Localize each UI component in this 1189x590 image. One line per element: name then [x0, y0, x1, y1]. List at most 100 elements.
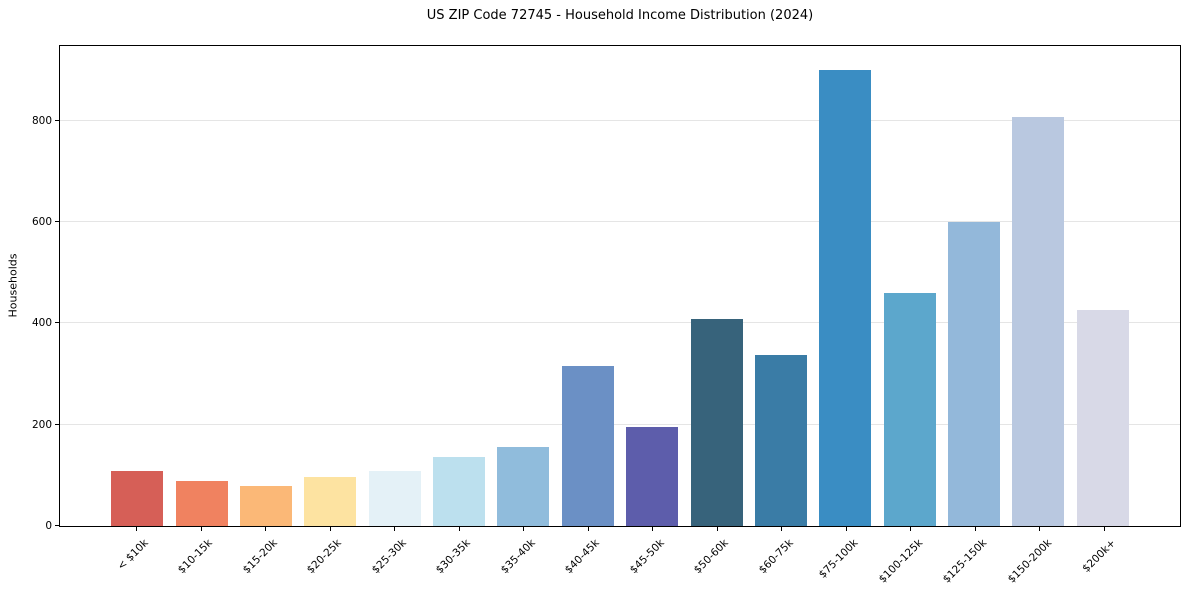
bar-$10-15k — [175, 481, 228, 526]
x-tick-mark — [394, 527, 396, 531]
x-tick-mark — [587, 527, 589, 531]
x-slot: $125-150k — [940, 527, 1008, 589]
bar-$60-75k — [754, 354, 807, 526]
bar-slot — [620, 46, 684, 526]
x-slot: $25-30k — [362, 527, 427, 589]
y-axis-label: Households — [6, 253, 20, 318]
y-tick-mark — [55, 220, 60, 222]
plot-area: 0 200 400 600 800 — [32, 45, 1181, 532]
bar-slot — [684, 46, 748, 526]
x-tick-mark — [652, 527, 654, 531]
x-tick-mark — [200, 527, 202, 531]
bar-$45-50k — [626, 427, 679, 526]
bar-slot — [813, 46, 877, 526]
x-slot: $15-20k — [233, 527, 298, 589]
x-tick-mark — [974, 527, 976, 531]
x-tick-mark — [329, 527, 331, 531]
bar-$35-40k — [497, 447, 550, 526]
bar-slot — [363, 46, 427, 526]
bar-slot — [105, 46, 169, 526]
x-tick-label: $10-15k — [176, 537, 216, 577]
bar-$25-30k — [368, 471, 421, 526]
y-tick-label: 0 — [45, 520, 52, 532]
bar-slot — [1071, 46, 1135, 526]
x-slot: $100-125k — [876, 527, 943, 589]
x-tick-label: $15-20k — [240, 537, 280, 577]
x-slot: $150-200k — [1005, 527, 1072, 589]
x-tick-label: $50-60k — [692, 537, 732, 577]
bar-slot — [427, 46, 491, 526]
x-tick-mark — [1103, 527, 1105, 531]
x-tick-label: $40-45k — [563, 537, 603, 577]
bar-$40-45k — [561, 365, 614, 526]
bar-$125-150k — [948, 221, 1001, 526]
y-tick-mark — [55, 322, 60, 324]
x-tick-mark — [265, 527, 267, 531]
y-tick-label: 400 — [31, 317, 52, 330]
x-slot: $50-60k — [685, 527, 750, 589]
x-tick-mark — [136, 527, 138, 531]
bar-$15-20k — [239, 486, 292, 526]
bar-$30-35k — [433, 456, 486, 526]
x-tick-label: < $10k — [115, 537, 151, 573]
x-tick-mark — [458, 527, 460, 531]
x-slot: $200k+ — [1072, 527, 1137, 589]
x-tick-label: $25-30k — [369, 537, 409, 577]
x-tick-label: $35-40k — [498, 537, 538, 577]
x-slot: < $10k — [104, 527, 169, 589]
bar-$75-100k — [819, 69, 872, 526]
x-slot: $60-75k — [749, 527, 814, 589]
x-tick-mark — [845, 527, 847, 531]
bar-$20-25k — [304, 477, 357, 526]
x-tick-label: $60-75k — [756, 537, 796, 577]
bar-slot — [298, 46, 362, 526]
bar-$100-125k — [883, 292, 936, 526]
x-tick-label: $200k+ — [1080, 537, 1119, 575]
x-tick-label: $45-50k — [627, 537, 667, 577]
x-tick-mark — [781, 527, 783, 531]
x-tick-mark — [716, 527, 718, 531]
x-tick-mark — [523, 527, 525, 531]
x-tick-mark — [910, 527, 912, 531]
gridline — [60, 423, 1180, 425]
x-tick-label: $75-100k — [816, 537, 861, 581]
bar-slot — [942, 46, 1006, 526]
x-tick-label: $100-125k — [876, 537, 925, 586]
x-tick-label: $30-35k — [434, 537, 474, 577]
bar-slot — [556, 46, 620, 526]
y-tick-mark — [55, 525, 60, 526]
x-tick-label: $20-25k — [305, 537, 345, 577]
x-axis: < $10k $10-15k $15-20k $20-25k $25-30k $30-35… — [59, 527, 1181, 589]
x-tick-mark — [1039, 527, 1041, 531]
bar-$150-200k — [1012, 117, 1065, 526]
y-tick-mark — [55, 119, 60, 121]
bar-slot — [749, 46, 813, 526]
gridline — [60, 220, 1180, 222]
y-tick-label: 200 — [31, 418, 52, 431]
bar-slot — [491, 46, 555, 526]
bar-slot — [234, 46, 298, 526]
bar-$200k+ — [1076, 309, 1129, 526]
x-slot: $40-45k — [556, 527, 621, 589]
bar-slot — [1006, 46, 1070, 526]
bar-slot — [169, 46, 233, 526]
x-slot: $35-40k — [491, 527, 556, 589]
gridline — [60, 322, 1180, 324]
x-slot: $20-25k — [298, 527, 363, 589]
bars-row — [60, 46, 1180, 526]
bar-< $10k — [111, 471, 164, 526]
y-tick-label: 600 — [31, 215, 52, 228]
x-tick-label: $125-150k — [940, 537, 990, 586]
x-slot: $30-35k — [427, 527, 492, 589]
x-tick-label: $150-200k — [1005, 537, 1054, 586]
y-tick-label: 800 — [31, 114, 52, 127]
chart-title: US ZIP Code 72745 - Household Income Dis… — [426, 8, 814, 23]
x-slot: $75-100k — [814, 527, 879, 589]
bar-$50-60k — [690, 319, 743, 526]
bar-slot — [878, 46, 942, 526]
gridline — [60, 119, 1180, 121]
x-slot: $10-15k — [169, 527, 234, 589]
x-slot: $45-50k — [620, 527, 685, 589]
y-tick-mark — [55, 423, 60, 425]
